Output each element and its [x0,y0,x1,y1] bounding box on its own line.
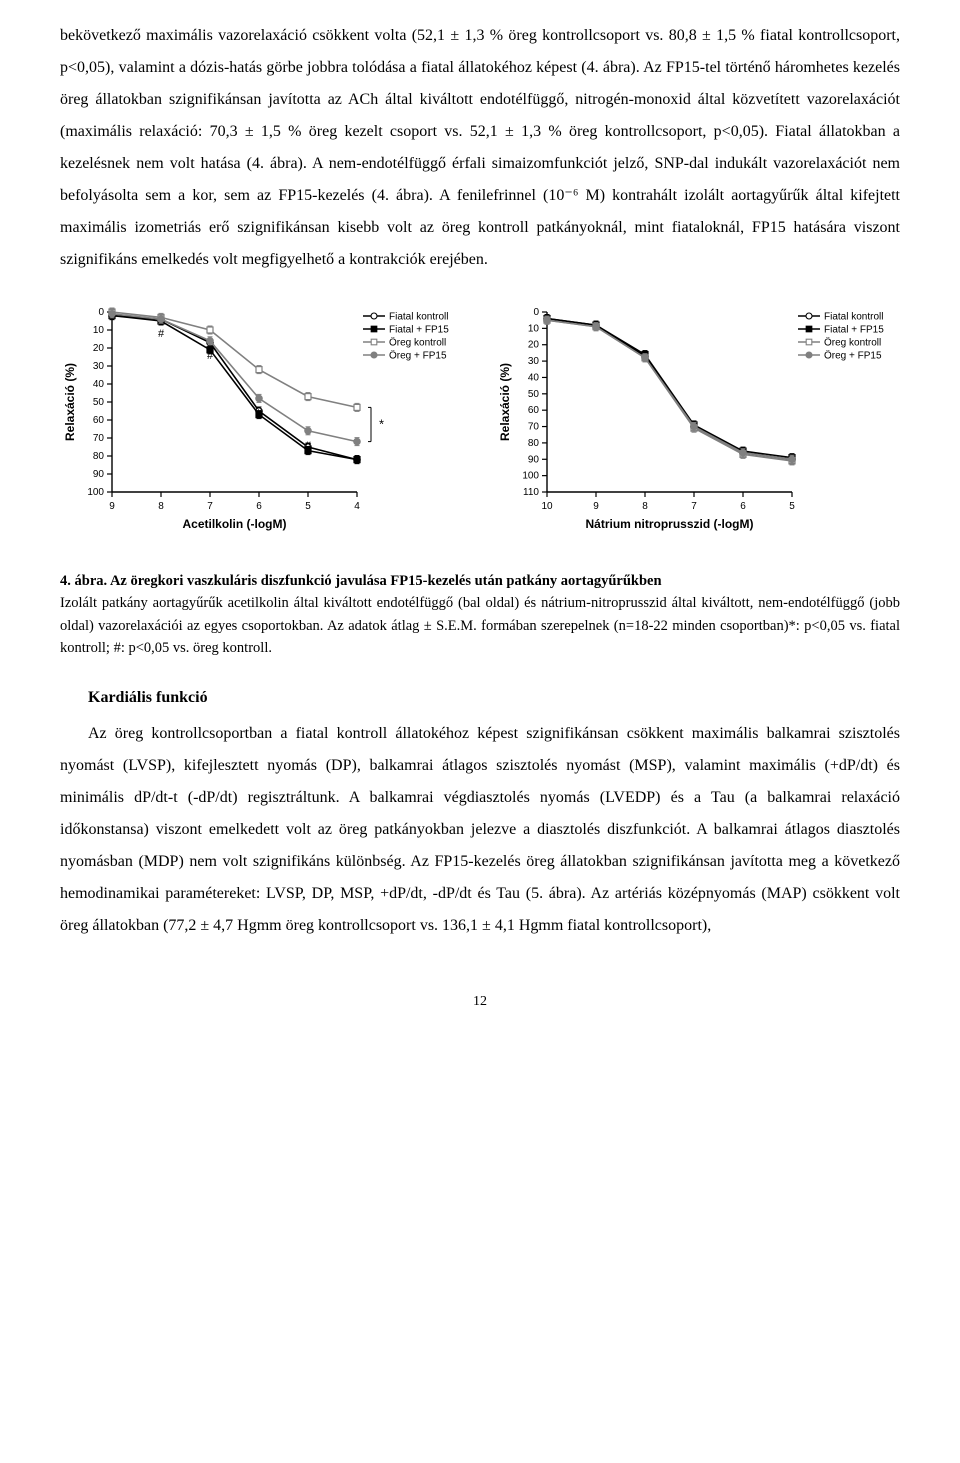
svg-text:70: 70 [528,422,540,433]
svg-text:0: 0 [533,307,539,318]
svg-text:6: 6 [740,501,746,512]
svg-text:5: 5 [789,501,795,512]
svg-text:70: 70 [93,433,105,444]
svg-text:10: 10 [93,325,105,336]
svg-text:9: 9 [109,501,115,512]
svg-text:100: 100 [522,471,539,482]
svg-text:7: 7 [207,501,213,512]
svg-text:4: 4 [354,501,360,512]
chart-left: 0 10 20 30 40 50 60 70 80 90 100 9 8 7 6 5 4 Relaxáció (%… [60,304,465,546]
section-heading: Kardiális funkció [60,682,900,714]
svg-text:Öreg kontroll: Öreg kontroll [824,337,881,349]
svg-text:*: * [379,417,384,432]
chart-right-svg: 01020304050607080901001101098765Relaxáci… [495,304,900,534]
svg-text:Fiatal + FP15: Fiatal + FP15 [389,325,449,336]
svg-text:60: 60 [93,415,105,426]
svg-text:Öreg + FP15: Öreg + FP15 [824,350,882,362]
svg-text:Relaxáció (%): Relaxáció (%) [63,363,77,441]
svg-text:#: # [158,328,165,340]
para1-text: bekövetkező maximális vazorelaxáció csök… [60,20,900,276]
caption-title: 4. ábra. Az öregkori vaszkuláris diszfun… [60,573,662,589]
svg-text:60: 60 [528,405,540,416]
svg-text:#: # [256,407,263,419]
chart-right: 01020304050607080901001101098765Relaxáci… [495,304,900,546]
charts-container: 0102030405060708090100987654Relaxáció (%… [60,304,900,546]
svg-text:5: 5 [305,501,311,512]
svg-text:110: 110 [523,487,539,498]
svg-text:20: 20 [528,340,540,351]
svg-text:8: 8 [642,501,648,512]
svg-text:8: 8 [158,501,164,512]
svg-text:9: 9 [593,501,599,512]
svg-text:Acetilkolin (-logM): Acetilkolin (-logM) [183,517,287,531]
svg-text:40: 40 [528,372,540,383]
svg-text:6: 6 [256,501,262,512]
svg-text:50: 50 [93,397,105,408]
svg-text:#: # [305,440,312,452]
svg-text:80: 80 [93,451,105,462]
chart-left-svg: 0 10 20 30 40 50 60 70 80 90 100 9 8 7 6 5 4 Relaxáció (%… [60,304,465,534]
svg-text:90: 90 [93,469,105,480]
svg-text:Öreg kontroll: Öreg kontroll [389,337,446,349]
svg-text:Öreg + FP15: Öreg + FP15 [389,350,447,362]
para2-text: Az öreg kontrollcsoportban a fiatal kont… [60,718,900,942]
svg-text:50: 50 [528,389,540,400]
svg-text:Fiatal kontroll: Fiatal kontroll [389,312,448,323]
svg-text:Fiatal + FP15: Fiatal + FP15 [824,325,884,336]
svg-text:10: 10 [528,323,540,334]
svg-text:Fiatal kontroll: Fiatal kontroll [824,312,883,323]
svg-text:Nátrium nitroprusszid (-logM): Nátrium nitroprusszid (-logM) [586,517,754,531]
svg-text:30: 30 [528,356,540,367]
svg-text:0: 0 [98,307,104,318]
svg-text:80: 80 [528,438,540,449]
svg-text:10: 10 [541,501,553,512]
svg-text:7: 7 [691,501,697,512]
svg-text:40: 40 [93,379,105,390]
figure-caption: 4. ábra. Az öregkori vaszkuláris diszfun… [60,570,900,660]
paragraph-2: Az öreg kontrollcsoportban a fiatal kont… [60,718,900,942]
svg-text:90: 90 [528,454,540,465]
svg-text:Relaxáció (%): Relaxáció (%) [498,363,512,441]
svg-text:#: # [207,350,214,362]
paragraph-1: bekövetkező maximális vazorelaxáció csök… [60,20,900,276]
svg-text:30: 30 [93,361,105,372]
svg-text:100: 100 [87,487,104,498]
svg-text:20: 20 [93,343,105,354]
caption-body: Izolált patkány aortagyűrűk acetilkolin … [60,595,900,656]
page-number: 12 [60,988,900,1016]
